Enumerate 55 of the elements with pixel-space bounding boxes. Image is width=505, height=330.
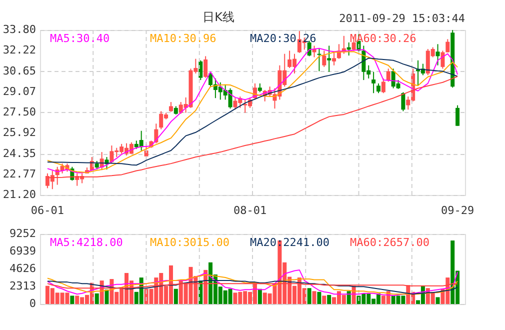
candlestick bbox=[168, 102, 173, 112]
y-tick-label: 2313 bbox=[10, 280, 36, 292]
candlestick bbox=[446, 38, 450, 53]
bar bbox=[70, 296, 74, 304]
candlestick bbox=[440, 50, 445, 70]
text: MA5:30.40 bbox=[50, 32, 110, 45]
bar bbox=[258, 288, 262, 304]
candlestick bbox=[332, 52, 336, 66]
candlestick bbox=[436, 44, 440, 66]
y-tick-label: 22.77 bbox=[2, 167, 36, 180]
candlestick bbox=[401, 92, 406, 112]
y-tick-label: 4626 bbox=[10, 262, 36, 275]
candlestick bbox=[327, 45, 332, 72]
y-tick-label: 9252 bbox=[10, 227, 36, 240]
bar bbox=[327, 294, 332, 304]
x-tick-label: 09-29 bbox=[440, 204, 474, 217]
line-series bbox=[46, 280, 458, 295]
chart-title: 日K线 bbox=[202, 10, 234, 24]
bar bbox=[104, 290, 109, 304]
line-series bbox=[46, 269, 458, 296]
y-tick-label: 25.92 bbox=[2, 126, 36, 140]
y-tick-label: 6939 bbox=[10, 244, 36, 258]
text: MA10:30.96 bbox=[150, 32, 216, 45]
text: 2011-09-29 15:03:44 bbox=[339, 12, 466, 25]
bar bbox=[346, 291, 351, 304]
candlestick bbox=[386, 68, 390, 82]
bar bbox=[317, 292, 322, 304]
line-series bbox=[46, 274, 458, 295]
candlestick bbox=[322, 50, 326, 68]
x-tick-label: 08-01 bbox=[233, 204, 267, 217]
bar bbox=[307, 288, 312, 304]
candlestick bbox=[312, 45, 316, 58]
y-tick-label: 27.50 bbox=[2, 106, 36, 118]
y-tick-label: 0 bbox=[29, 297, 36, 310]
candlestick bbox=[456, 104, 460, 126]
candlestick bbox=[317, 48, 322, 72]
candlestick bbox=[204, 56, 208, 78]
y-tick-label: 24.35 bbox=[2, 146, 36, 160]
y-tick-label: 30.65 bbox=[2, 64, 36, 78]
y-tick-label: 21.20 bbox=[2, 188, 36, 201]
bar bbox=[174, 288, 178, 304]
text: MA60:2657.00 bbox=[350, 236, 430, 249]
y-tick-label: 33.80 bbox=[2, 23, 36, 36]
candlestick bbox=[381, 78, 386, 94]
text: MA5:4218.00 bbox=[50, 236, 123, 249]
bar bbox=[312, 291, 316, 304]
text: MA10:3015.00 bbox=[150, 236, 230, 249]
candlestick bbox=[376, 82, 380, 94]
y-tick-label: 29.07 bbox=[2, 84, 36, 98]
x-tick-label: 06-01 bbox=[30, 204, 64, 217]
bar bbox=[436, 297, 440, 304]
bar bbox=[94, 293, 99, 304]
candlestick bbox=[372, 71, 376, 94]
bar bbox=[322, 296, 326, 304]
y-tick-label: 32.22 bbox=[2, 44, 36, 57]
